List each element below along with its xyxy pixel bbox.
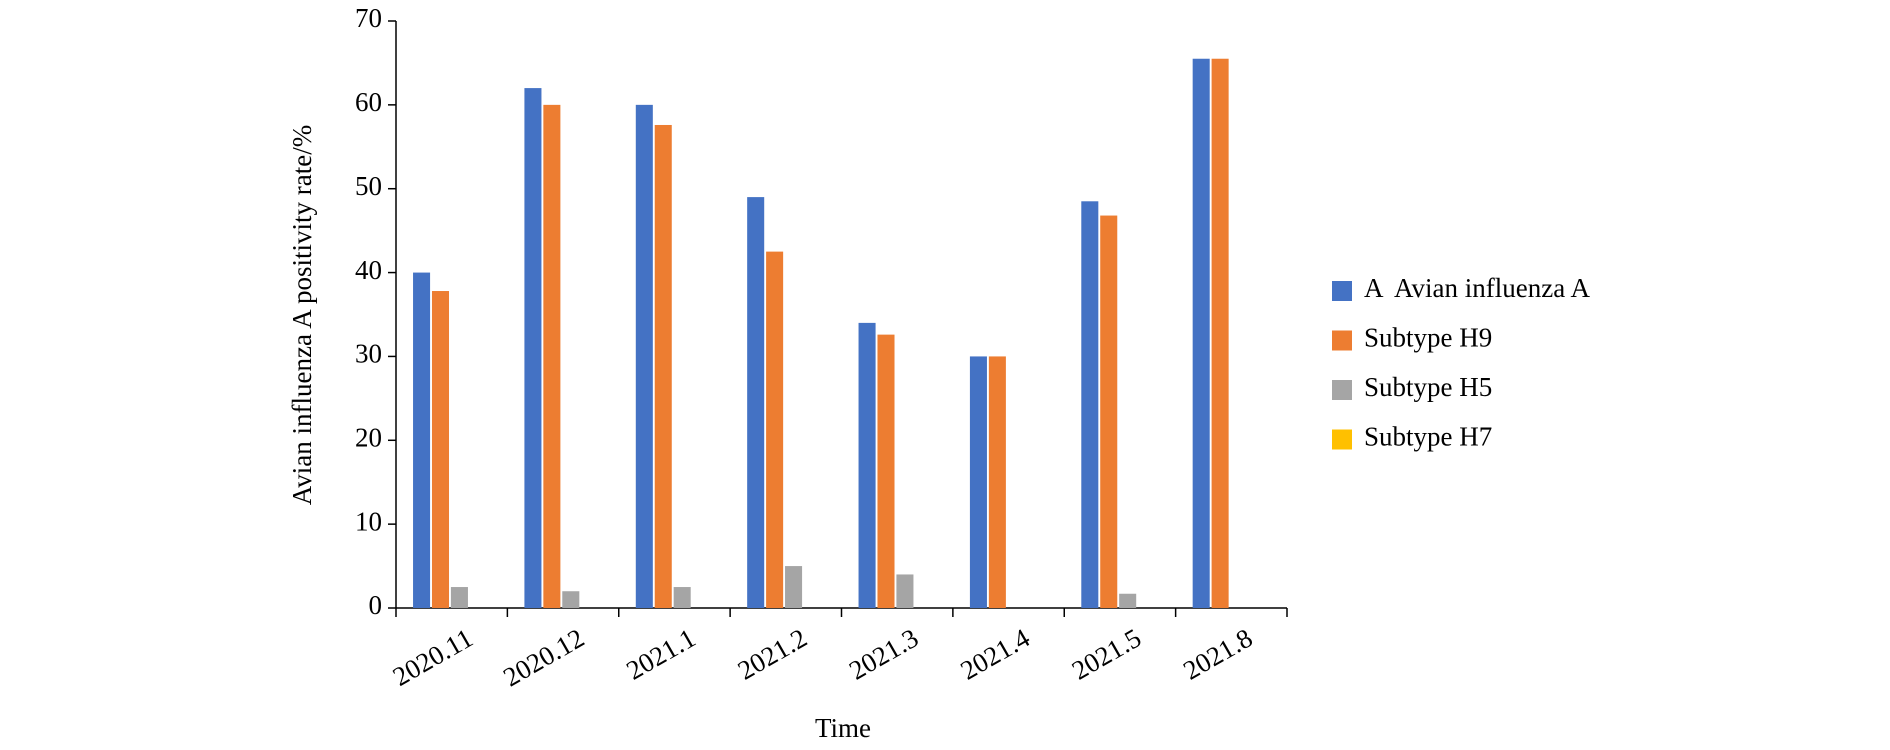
legend-swatch <box>1332 429 1352 450</box>
legend-swatch <box>1332 330 1352 351</box>
x-tick-label: 2020.12 <box>498 623 589 693</box>
bar <box>747 197 765 608</box>
bar <box>654 124 672 609</box>
y-tick-label: 40 <box>355 255 382 285</box>
x-tick-label: 2021.8 <box>1178 623 1257 686</box>
x-tick-label: 2021.2 <box>733 623 812 686</box>
x-tick-label: 2020.11 <box>388 623 478 692</box>
y-tick-label: 50 <box>355 171 382 201</box>
bar <box>1211 58 1229 608</box>
x-tick-label: 2021.5 <box>1067 623 1146 686</box>
y-tick-label: 30 <box>355 339 382 369</box>
bar <box>450 587 468 608</box>
legend-swatch <box>1332 380 1352 400</box>
y-tick-label: 20 <box>355 422 382 452</box>
bar <box>1100 215 1118 608</box>
bar <box>858 322 876 608</box>
x-tick-label: 2021.4 <box>955 622 1035 685</box>
bar <box>1192 58 1210 608</box>
bar <box>562 591 580 608</box>
x-tick-label: 2021.3 <box>844 623 923 686</box>
y-tick-label: 10 <box>355 506 382 536</box>
bar <box>1119 593 1137 608</box>
y-tick-label: 70 <box>355 3 382 33</box>
bar <box>988 356 1006 608</box>
legend-label: Subtype H7 <box>1364 422 1492 452</box>
legend-label: Subtype H5 <box>1364 372 1492 402</box>
bar <box>896 574 914 608</box>
legend-swatch <box>1332 281 1352 301</box>
y-axis-title: Avian influenza A positivity rate/% <box>287 125 317 505</box>
y-tick-label: 0 <box>369 590 383 620</box>
bar <box>673 587 691 608</box>
bar <box>877 334 895 608</box>
bar <box>1081 201 1099 609</box>
x-tick-label: 2021.1 <box>621 623 700 686</box>
bar <box>635 104 653 608</box>
legend-label: A Avian influenza A <box>1364 273 1590 303</box>
x-axis-title: Time <box>815 713 871 743</box>
bar <box>413 272 431 608</box>
y-tick-label: 60 <box>355 87 382 117</box>
bar <box>969 356 987 608</box>
bar <box>431 291 450 608</box>
bar <box>524 88 542 609</box>
bar <box>785 566 803 608</box>
bar <box>543 104 561 608</box>
bar <box>766 251 784 608</box>
legend-label: Subtype H9 <box>1364 323 1492 353</box>
